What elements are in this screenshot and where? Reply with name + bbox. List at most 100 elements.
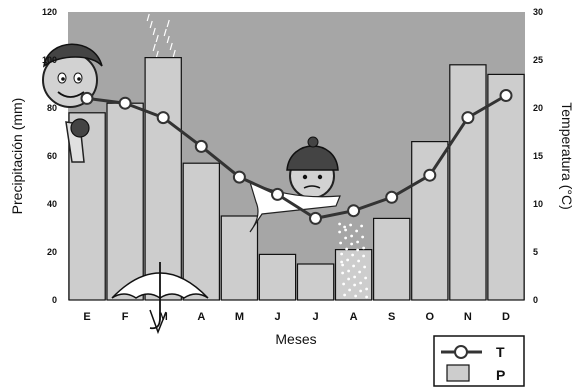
precipitation-bars <box>68 56 525 301</box>
legend: T P <box>433 335 525 387</box>
raindrop-streak <box>172 49 176 58</box>
left-tick-label: 100 <box>42 55 57 65</box>
snowflakes-icon <box>338 222 369 299</box>
snowflake <box>343 293 347 297</box>
snowflake <box>341 263 345 267</box>
month-tick-label: S <box>388 311 395 323</box>
snowflake <box>362 246 366 250</box>
month-tick-label: F <box>122 311 129 323</box>
snowflake <box>365 295 369 299</box>
face-icon <box>42 43 103 163</box>
month-tick-label: M <box>235 311 244 323</box>
temp-point-0 <box>80 91 94 105</box>
bar-a-7 <box>334 249 373 301</box>
right-tick-label: 0 <box>533 295 538 305</box>
right-tick-label: 20 <box>533 103 543 113</box>
temp-point-11 <box>499 89 513 102</box>
temp-point-5 <box>271 187 284 201</box>
umbrella-icon <box>111 262 209 335</box>
right-tick-label: 5 <box>533 247 538 257</box>
snowflake <box>354 294 358 298</box>
snowflake <box>361 235 365 239</box>
snowflake <box>363 265 367 269</box>
raindrop-streak <box>149 20 153 29</box>
temp-point-10 <box>461 111 475 125</box>
bar-o-9 <box>411 141 449 301</box>
bar-a-3 <box>182 162 220 301</box>
left-tick-label: 60 <box>47 151 57 161</box>
month-tick-label: A <box>197 311 205 323</box>
snowflake <box>340 260 344 264</box>
temperature-line <box>86 94 507 220</box>
month-tick-label: N <box>464 311 472 323</box>
temp-point-6 <box>309 211 322 225</box>
legend-label-P: P <box>496 367 505 383</box>
month-tick-label: J <box>312 311 318 323</box>
snowflake <box>345 247 349 251</box>
snowflake <box>338 222 342 226</box>
raindrop-streak <box>152 27 156 36</box>
raindrop-streak <box>152 43 156 52</box>
snowflake <box>338 230 342 234</box>
month-tick-label: M <box>159 311 168 323</box>
month-tick-label: O <box>426 311 435 323</box>
x-axis-label: Meses <box>275 331 316 347</box>
snowflake <box>357 259 361 263</box>
bar-m-2 <box>144 56 182 301</box>
left-axis-ticks: 0 20 40 60 80 100 120 <box>42 7 57 305</box>
bar-m-4 <box>220 215 259 301</box>
y2-axis-label: Temperatura (°C) <box>559 102 572 210</box>
temp-point-1 <box>118 96 132 110</box>
left-tick-label: 20 <box>47 247 57 257</box>
snowflake <box>347 269 351 273</box>
snowflake <box>346 258 350 262</box>
snowflake <box>353 275 357 279</box>
right-tick-label: 30 <box>533 7 543 17</box>
snowflake <box>359 281 363 285</box>
right-tick-label: 15 <box>533 151 543 161</box>
snowflake <box>365 287 369 291</box>
left-tick-label: 40 <box>47 199 57 209</box>
snowflake <box>344 228 348 232</box>
snowflake <box>362 254 366 258</box>
temp-point-4 <box>232 170 246 184</box>
raindrop-streak <box>163 28 167 37</box>
month-tick-label: A <box>350 311 358 323</box>
snowflake <box>351 253 355 257</box>
snowflake <box>353 283 357 287</box>
snowflake <box>359 289 363 293</box>
snowflake <box>352 264 356 268</box>
snowflake <box>347 277 351 281</box>
bar-s-8 <box>373 217 411 301</box>
snowflake <box>344 236 348 240</box>
temp-point-8 <box>385 190 399 204</box>
left-tick-label: 0 <box>52 295 57 305</box>
snowflake <box>340 252 344 256</box>
raindrop-streak <box>166 19 170 28</box>
temp-point-7 <box>347 204 361 218</box>
temperature-markers <box>80 89 513 225</box>
temp-point-9 <box>423 168 437 182</box>
raindrop-streak <box>146 13 150 22</box>
bar-j-5 <box>258 253 297 301</box>
snowflake <box>341 271 345 275</box>
snowflake <box>339 241 343 245</box>
snowflake <box>350 234 354 238</box>
right-tick-label: 25 <box>533 55 543 65</box>
bar-d-11 <box>487 73 525 301</box>
snowflake <box>342 282 346 286</box>
snowflake <box>364 276 368 280</box>
snowflake <box>355 229 359 233</box>
right-tick-label: 10 <box>533 199 543 209</box>
legend-label-T: T <box>496 344 505 360</box>
month-tick-label: E <box>83 311 90 323</box>
right-axis-ticks: 0 5 10 15 20 25 30 <box>533 7 543 305</box>
left-tick-label: 120 <box>42 7 57 17</box>
snowflake <box>349 223 353 227</box>
month-tick-label: J <box>274 311 280 323</box>
bar-n-10 <box>449 64 487 301</box>
raindrop-streak <box>155 34 159 43</box>
raindrop-streak <box>166 35 170 44</box>
